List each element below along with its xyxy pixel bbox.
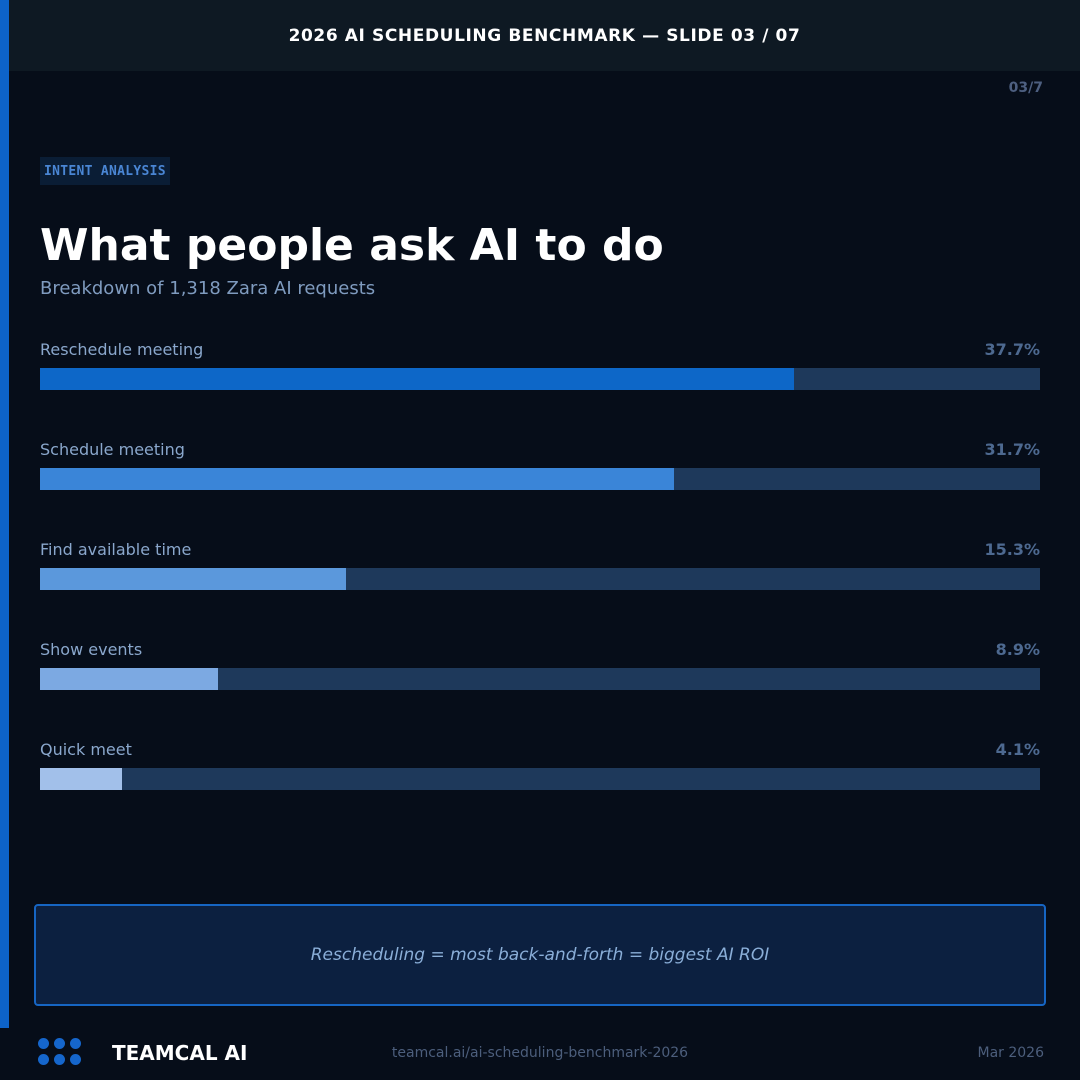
bar-row: Reschedule meeting 37.7% — [40, 340, 1040, 392]
header-title: 2026 AI SCHEDULING BENCHMARK — SLIDE 03 … — [288, 25, 801, 46]
bar-fill — [40, 368, 794, 390]
bar-row: Schedule meeting 31.7% — [40, 440, 1040, 492]
bar-fill — [40, 468, 674, 490]
bar-label: Quick meet — [40, 740, 132, 759]
footer-url: teamcal.ai/ai-scheduling-benchmark-2026 — [391, 1045, 689, 1061]
bar-row: Quick meet 4.1% — [40, 740, 1040, 792]
bar-label: Reschedule meeting — [40, 340, 204, 359]
section-tag: INTENT ANALYSIS — [40, 157, 170, 185]
bar-value-label: 31.7% — [984, 440, 1040, 459]
bar-track — [40, 468, 1040, 490]
bar-value-label: 8.9% — [995, 640, 1040, 659]
bar-track — [40, 568, 1040, 590]
footer-date: Mar 2026 — [977, 1045, 1045, 1061]
page-title: What people ask AI to do — [40, 220, 664, 271]
brand-name: TEAMCAL AI — [112, 1041, 248, 1065]
bar-fill — [40, 668, 218, 690]
slide-counter: 03/7 — [1008, 80, 1043, 96]
bar-fill — [40, 568, 346, 590]
page-subtitle: Breakdown of 1,318 Zara AI requests — [40, 278, 376, 299]
accent-stripe — [0, 0, 9, 1028]
bar-track — [40, 368, 1040, 390]
insight-callout: Rescheduling = most back-and-forth = big… — [34, 904, 1046, 1006]
bar-track — [40, 668, 1040, 690]
footer: TEAMCAL AI teamcal.ai/ai-scheduling-benc… — [0, 1028, 1080, 1080]
bar-label: Schedule meeting — [40, 440, 185, 459]
intent-bar-chart: Reschedule meeting 37.7% Schedule meeting 3… — [40, 340, 1040, 800]
insight-text: Rescheduling = most back-and-forth = big… — [310, 945, 770, 965]
header-bar: 2026 AI SCHEDULING BENCHMARK — SLIDE 03 … — [9, 0, 1080, 71]
bar-label: Find available time — [40, 540, 192, 559]
bar-row: Find available time 15.3% — [40, 540, 1040, 592]
bar-value-label: 37.7% — [984, 340, 1040, 359]
bar-row: Show events 8.9% — [40, 640, 1040, 692]
brand-logo-icon — [38, 1038, 84, 1068]
bar-track — [40, 768, 1040, 790]
bar-fill — [40, 768, 122, 790]
bar-value-label: 4.1% — [995, 740, 1040, 759]
bar-value-label: 15.3% — [984, 540, 1040, 559]
bar-label: Show events — [40, 640, 143, 659]
